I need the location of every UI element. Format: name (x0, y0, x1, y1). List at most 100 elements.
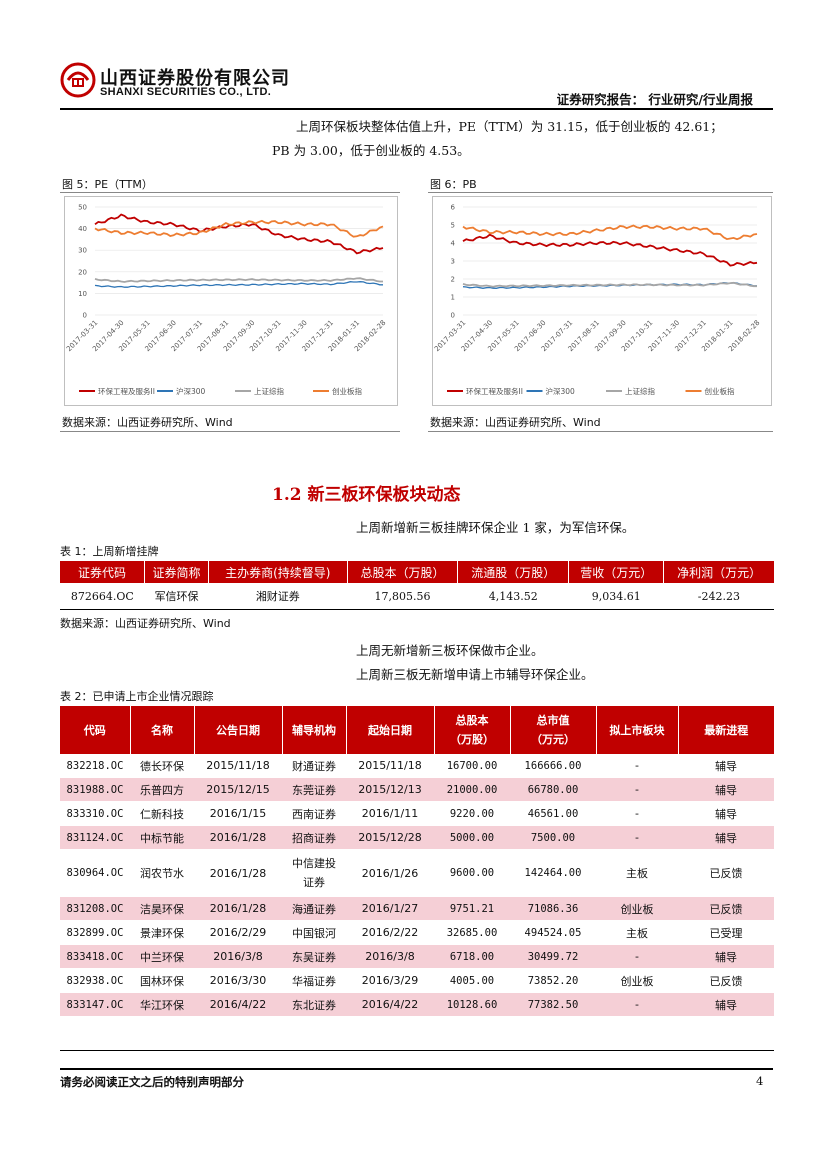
company-name-cn: 山西证券股份有限公司 (100, 68, 290, 89)
table-cell: 辅导 (678, 825, 774, 850)
table-cell: 142464.00 (510, 849, 596, 897)
table-cell: 2016/3/29 (346, 968, 434, 993)
ipo-application-table: 代码 名称 公告日期 辅导机构 起始日期 总股本 （万股） 总市值 （万元） 拟上市板块 最新进程 … (60, 706, 774, 1017)
table-2-header-2: 公告日期 (193, 706, 282, 754)
table-2-header-8: 最新进程 (677, 706, 774, 754)
table-cell: 辅导 (678, 944, 774, 969)
table-cell: 832899.OC (60, 920, 130, 945)
table-cell: 创业板 (596, 968, 678, 993)
table-row: 832218.OC 德长环保 2015/11/18 财通证券 2015/11/18 167… (60, 754, 774, 778)
table-cell: - (596, 754, 678, 778)
table-2-header-line: 拟上市板块 (609, 723, 665, 737)
table-cell: 2016/3/8 (194, 944, 282, 969)
table-1-header-5: 营收（万元） (568, 561, 664, 583)
table-cell: 仁新科技 (130, 801, 194, 826)
table-cell: 军信环保 (144, 583, 209, 610)
table-cell: 辅导 (678, 754, 774, 778)
table-cell: 2015/12/13 (346, 777, 434, 802)
table-row: 831988.OC 乐普四方 2015/12/15 东莞证券 2015/12/13 210… (60, 777, 774, 802)
table-cell: 2016/2/29 (194, 920, 282, 945)
figure-5-title-rule (60, 192, 400, 193)
table-cell: 乐普四方 (130, 777, 194, 802)
y-tick-label: 3 (451, 258, 455, 266)
table-2-bottom-rule (60, 1050, 774, 1051)
series-line (94, 277, 383, 283)
table-cell: 德长环保 (130, 754, 194, 778)
table-cell: 16700.00 (434, 754, 510, 778)
table-cell: 32685.00 (434, 920, 510, 945)
table-row: 832899.OC 景津环保 2016/2/29 中国银河 2016/2/22 32685… (60, 920, 774, 945)
table-2-header-line: 名称 (151, 723, 173, 737)
table-cell: 已反馈 (678, 896, 774, 921)
table-row: 831208.OC 洁昊环保 2016/1/28 海通证券 2016/1/27 9751.… (60, 896, 774, 921)
table-cell: 已受理 (678, 920, 774, 945)
table-cell: 66780.00 (510, 777, 596, 802)
pe-chart-frame: 0 10 20 30 40 50 2017-03-31 2017-04-30 2017-05-3… (64, 196, 398, 406)
table-cell: 832938.OC (60, 968, 130, 993)
table-1-header-3: 总股本（万股） (346, 561, 458, 583)
table-cell: 30499.72 (510, 944, 596, 969)
legend-label: 创业板指 (705, 386, 735, 396)
logo-seal-icon (60, 62, 96, 98)
pe-chart: 010203040502017-03-312017-04-302017-05-3… (65, 204, 387, 397)
y-tick-label: 20 (78, 268, 87, 276)
table-cell: 21000.00 (434, 777, 510, 802)
table-cell: 9220.00 (434, 801, 510, 826)
table-2-header-line: 总股本 (455, 714, 489, 727)
table-cell: 海通证券 (282, 896, 346, 921)
table-2-header-1: 名称 (129, 706, 194, 754)
table-cell: 2016/1/28 (194, 825, 282, 850)
table-2-header-line: 辅导机构 (292, 723, 336, 737)
legend-label: 环保工程及服务II (98, 386, 155, 396)
section-line-3: 上周新三板无新增申请上市辅导环保企业。 (356, 667, 594, 682)
table-2-header-line: （万元） (531, 733, 575, 746)
table-2-header-6: 总市值 （万元） (509, 706, 596, 754)
section-line-2: 上周无新增新三板环保做市企业。 (356, 643, 544, 658)
table-cell: 2016/1/15 (194, 801, 282, 826)
table-row: 872664.OC 军信环保 湘财证券 17,805.56 4,143.52 9,034.… (60, 583, 774, 610)
table-cell: 主板 (596, 920, 678, 945)
table-cell: 7500.00 (510, 825, 596, 850)
section-title: 1.2 新三板环保板块动态 (272, 485, 461, 505)
footer-disclaimer: 请务必阅读正文之后的特别声明部分 (60, 1075, 244, 1089)
table-cell: 831124.OC (60, 825, 130, 850)
series-line (462, 233, 758, 267)
table-2-header-line: 公告日期 (216, 723, 260, 737)
table-cell: 10128.60 (434, 992, 510, 1017)
table-cell: 5000.00 (434, 825, 510, 850)
y-tick-label: 50 (78, 204, 87, 212)
table-cell: 833418.OC (60, 944, 130, 969)
table-cell: 2016/1/11 (346, 801, 434, 826)
table-row: 833418.OC 中兰环保 2016/3/8 东吴证券 2016/3/8 6718.00… (60, 944, 774, 969)
table-cell: 中国银河 (282, 920, 346, 945)
table-cell: 9,034.61 (568, 583, 664, 610)
series-line (94, 213, 384, 255)
table-row: 830964.OC 润农节水 2016/1/28 中信建投 证券 2016/1/26 960… (60, 849, 774, 897)
table-cell: 国林环保 (130, 968, 194, 993)
table-1-header-6: 净利润（万元） (663, 561, 774, 583)
table-cell: 辅导 (678, 992, 774, 1017)
table-cell: 湘财证券 (208, 583, 348, 610)
table-cell: 2015/12/15 (194, 777, 282, 802)
table-cell: 已反馈 (678, 849, 774, 897)
table-1-header-1: 证券简称 (144, 561, 209, 583)
table-cell: 2015/11/18 (346, 754, 434, 778)
table-cell: 招商证券 (282, 825, 346, 850)
table-cell: 已反馈 (678, 968, 774, 993)
footer-rule (60, 1068, 773, 1070)
table-cell: 中兰环保 (130, 944, 194, 969)
report-type: 证券研究报告： 行业研究/行业周报 (556, 92, 753, 107)
table-cell: 71086.36 (510, 896, 596, 921)
pb-chart-frame: 0 1 2 3 4 5 6 2017-03-31 2017-04-30 2017-05-31 201… (432, 196, 772, 406)
table-cell: - (596, 801, 678, 826)
table-cell: 华福证券 (282, 968, 346, 993)
y-tick-label: 0 (451, 312, 455, 320)
table-cell: 2016/1/28 (194, 849, 282, 897)
section-line-1: 上周新增新三板挂牌环保企业 1 家，为军信环保。 (356, 520, 635, 535)
figure-6-title: 图 6：PB (430, 178, 477, 191)
table-1-title: 表 1：上周新增挂牌 (60, 545, 159, 558)
intro-line-2: PB 为 3.00，低于创业板的 4.53。 (272, 143, 470, 158)
table-cell: - (596, 944, 678, 969)
y-tick-label: 30 (78, 247, 87, 255)
table-cell: 2016/3/30 (194, 968, 282, 993)
